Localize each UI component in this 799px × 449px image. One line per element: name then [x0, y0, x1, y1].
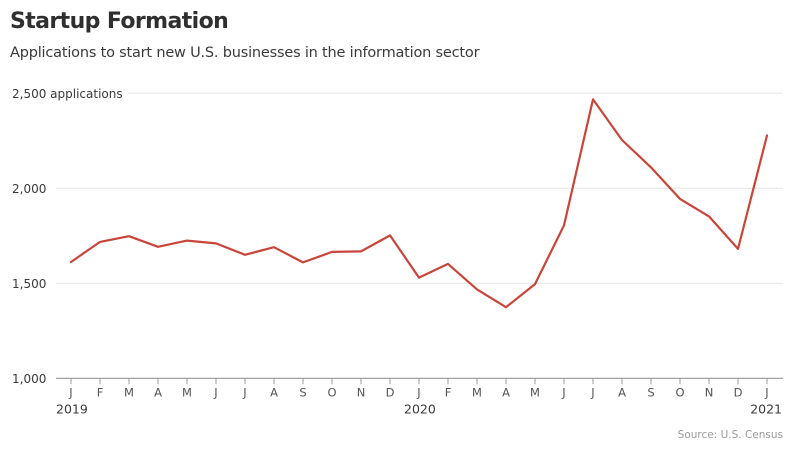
x-year-label: 2019 [56, 401, 88, 416]
chart-subtitle: Applications to start new U.S. businesse… [10, 45, 480, 61]
x-tick-label: A [270, 385, 278, 399]
data-point [679, 198, 681, 200]
data-point [621, 139, 623, 141]
x-tick-label: S [299, 385, 306, 399]
x-tick-label: N [705, 385, 714, 399]
x-year-label: 2021 [750, 401, 782, 416]
x-tick-label: J [416, 385, 420, 399]
x-tick-label: J [213, 385, 217, 399]
data-point [360, 250, 362, 252]
x-tick-label: M [124, 385, 134, 399]
gridlines [56, 92, 783, 379]
data-point [476, 288, 478, 290]
data-point [302, 261, 304, 263]
y-tick-label: 2,000 [12, 182, 46, 196]
x-tick-label: N [357, 385, 366, 399]
data-point [563, 224, 565, 226]
x-tick-label: M [182, 385, 192, 399]
data-point [331, 251, 333, 253]
x-tick-label: D [734, 385, 743, 399]
data-point [157, 246, 159, 248]
data-point [708, 215, 710, 217]
x-tick-label: D [386, 385, 395, 399]
data-point [447, 263, 449, 265]
series-line [69, 98, 769, 309]
x-tick-label: M [472, 385, 482, 399]
y-tick-label: 1,000 [12, 372, 46, 386]
data-point [186, 239, 188, 241]
x-tick-label: J [764, 385, 768, 399]
y-axis-labels: 2,500 applications 2,000 1,500 1,000 [12, 87, 123, 386]
x-tick-label: J [242, 385, 246, 399]
x-tick-label: J [590, 385, 594, 399]
data-point [99, 241, 101, 243]
data-point [128, 235, 130, 237]
data-point [273, 246, 275, 248]
series-layer [69, 98, 769, 309]
data-point [389, 234, 391, 236]
x-tick-label: A [618, 385, 626, 399]
y-tick-label: 2,500 applications [12, 87, 123, 101]
source-note: Source: U.S. Census [677, 429, 783, 441]
data-point [505, 306, 507, 308]
x-tick-label: A [502, 385, 510, 399]
data-point [244, 254, 246, 256]
x-tick-label: J [68, 385, 72, 399]
x-tick-label: F [445, 385, 452, 399]
x-axis: J F M A M J J A S O N D J F M A M J J A S O N D J 2019 2020 2021 [56, 378, 782, 416]
data-point [737, 248, 739, 250]
x-tick-label: S [647, 385, 654, 399]
data-point [766, 134, 768, 136]
y-tick-label: 1,500 [12, 277, 46, 291]
data-point [215, 242, 217, 244]
data-point [534, 283, 536, 285]
data-point [592, 98, 594, 100]
x-tick-label: M [530, 385, 540, 399]
x-tick-label: A [154, 385, 162, 399]
data-point [418, 277, 420, 279]
data-point [650, 166, 652, 168]
data-point [70, 261, 72, 263]
x-tick-label: F [97, 385, 104, 399]
x-tick-label: O [675, 385, 684, 399]
chart-title: Startup Formation [10, 9, 229, 34]
x-year-label: 2020 [404, 401, 436, 416]
x-tick-label: O [327, 385, 336, 399]
x-tick-label: J [561, 385, 565, 399]
